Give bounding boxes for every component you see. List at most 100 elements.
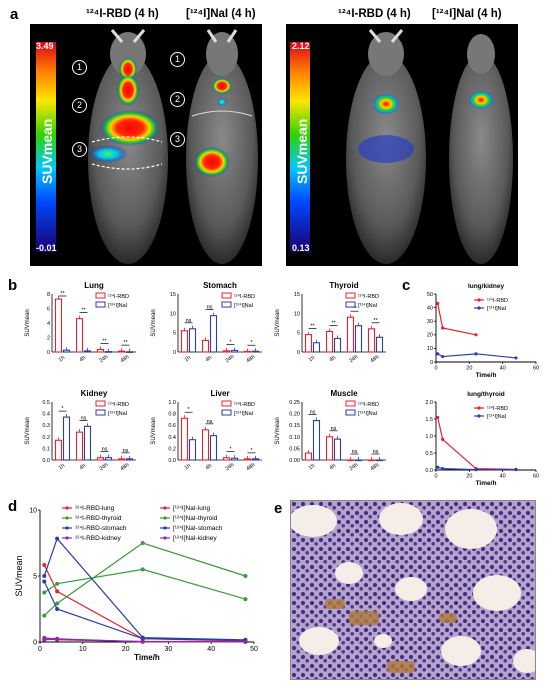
thyroid-bar <box>367 328 376 353</box>
muscle-ytick: 0.05 <box>289 446 300 452</box>
kidney-ytick: 0.1 <box>42 446 50 452</box>
lung-thyroid-point <box>436 415 440 419</box>
stomach-sig-mark: * <box>229 339 232 345</box>
suv-time-xtick: 10 <box>79 646 87 653</box>
suv-time-legend-marker <box>163 536 167 540</box>
lung-thyroid-point <box>436 465 440 469</box>
lung-thyroid-legend-label: [¹²⁴I]NaI <box>487 413 507 420</box>
stomach-xtick: 1h <box>184 355 192 363</box>
lung-kidney-legend-marker <box>477 306 481 310</box>
marker-3-left: 3 <box>72 142 87 157</box>
lung-kidney-point <box>474 333 478 337</box>
kidney-sig-mark: ns <box>102 447 108 453</box>
kidney-xtick: 24h <box>98 462 109 472</box>
suv-time-legend-label: ¹²⁴I-RBD-stomach <box>75 525 127 532</box>
muscle-legend-swatch <box>345 400 356 407</box>
kidney-ytick: 0.2 <box>42 435 50 441</box>
muscle-legend-label: ¹²⁴I-RBD <box>358 401 379 408</box>
lung-sig-mark: ** <box>81 308 86 314</box>
colorbar-right-min: 0.13 <box>292 243 310 253</box>
lung-kidney-ytick: 10 <box>427 346 433 352</box>
liver-bar <box>251 458 260 461</box>
lung-kidney-point <box>436 352 440 356</box>
lung-kidney-xtick: 0 <box>434 366 437 372</box>
suv-time-legend-marker <box>163 516 167 520</box>
lung-kidney-xtick: 40 <box>500 366 506 372</box>
stomach-bar <box>188 328 197 353</box>
muscle-bar <box>304 452 313 461</box>
muscle-bar <box>333 438 342 461</box>
stomach-bar <box>201 339 210 353</box>
liver-legend-label: ¹²⁴I-RBD <box>234 401 255 408</box>
liver-bar <box>230 457 239 461</box>
suv-time-legend-label: [¹²⁴I]NaI-kidney <box>173 535 217 542</box>
lung-kidney-point <box>474 352 478 356</box>
pet-ct-image-right: 2.12 0.13 SUVmean <box>286 24 518 266</box>
lung-kidney-legend-label: [¹²⁴I]NaI <box>487 305 507 312</box>
kidney-ylabel: SUVmean <box>25 417 31 444</box>
panel-a-title-1: ¹²⁴I-RBD (4 h) <box>86 8 159 20</box>
muscle-xtick: 48h <box>369 462 380 472</box>
liver-ytick: 0.8 <box>168 412 176 418</box>
lung-xtick: 1h <box>58 355 66 363</box>
lung-xtick: 4h <box>79 355 87 363</box>
line-chart-lung-kidney: lung/kidney 0 10 20 30 40 50 0 20 40 60 Time/h ¹²⁴I-… <box>427 283 539 379</box>
liver-ytick: 0.2 <box>168 446 176 452</box>
marker-1-left: 1 <box>72 60 87 75</box>
lung-kidney-point <box>441 354 445 359</box>
bar-chart-kidney: Kidney SUVmean 0.0 0.1 0.2 0.3 0.4 0.5 * 1h ns 4h ns… <box>25 389 136 472</box>
kidney-bar <box>96 457 105 461</box>
suv-time-point <box>42 613 47 618</box>
lung-thyroid-xtick: 40 <box>500 474 506 480</box>
thyroid-bar <box>346 316 355 353</box>
bar-chart-stomach: Stomach SUVmean 0 5 10 15 ns 1h ns 4h * 24h * 48h ¹²⁴I… <box>151 281 262 364</box>
stomach-legend-label: ¹²⁴I-RBD <box>234 293 255 300</box>
stomach-bar <box>222 350 231 353</box>
colorbar-left-max: 3.49 <box>36 41 54 51</box>
liver-bar <box>201 429 210 461</box>
suv-time-legend-marker <box>65 506 69 510</box>
suv-time-point <box>55 581 60 586</box>
liver-ytick: 1.0 <box>168 400 176 406</box>
liver-title: Liver <box>210 389 229 398</box>
thyroid-ytick: 15 <box>294 292 300 298</box>
suv-colorbar-left <box>36 42 56 252</box>
lung-thyroid-ytick: 0.5 <box>425 451 433 457</box>
stomach-ytick: 0 <box>173 350 176 356</box>
suv-time-legend-label: ¹²⁴I-RBD-kidney <box>75 535 122 542</box>
bar-chart-lung: Lung SUVmean 0 2 4 6 8 ** 1h ** 4h ** 24h ** 48h ¹²⁴I-R… <box>25 281 136 364</box>
liver-xtick: 48h <box>245 462 256 472</box>
lung-ylabel: SUVmean <box>25 309 31 336</box>
suv-time-series-line <box>43 581 246 641</box>
lung-title: Lung <box>84 281 104 290</box>
kidney-xtick: 4h <box>79 463 87 471</box>
suv-time-point <box>55 636 60 641</box>
lung-kidney-ytick: 0 <box>430 360 433 366</box>
kidney-legend-label: [¹²⁴I]NaI <box>108 410 128 417</box>
suv-time-legend-marker <box>163 526 167 530</box>
thyroid-bar <box>312 342 321 353</box>
lung-legend-swatch <box>95 301 106 308</box>
stomach-bar <box>180 330 189 353</box>
muscle-ytick: 0.00 <box>289 458 300 464</box>
lung-thyroid-legend-marker <box>477 414 481 418</box>
liver-legend-swatch <box>221 409 232 416</box>
suv-time-legend-marker <box>65 536 69 540</box>
muscle-sig-mark: ns <box>373 449 379 455</box>
kidney-legend-swatch <box>95 409 106 416</box>
liver-bar <box>180 417 189 461</box>
thyroid-legend-label: [¹²⁴I]NaI <box>358 302 378 309</box>
marker-3-right: 3 <box>170 132 185 147</box>
suv-time-point <box>42 563 47 567</box>
lung-kidney-legend-marker <box>477 298 481 302</box>
thyroid-ytick: 10 <box>294 311 300 317</box>
pet-ct-image-left: 3.49 -0.01 SUVmean 1 2 3 1 2 3 <box>30 24 262 266</box>
muscle-ytick: 0.15 <box>289 423 300 429</box>
muscle-xtick: 1h <box>308 463 316 471</box>
suv-time-point <box>140 639 145 644</box>
suv-time-point <box>243 639 248 644</box>
stomach-ytick: 15 <box>170 292 176 298</box>
thyroid-xtick: 4h <box>329 355 337 363</box>
lung-thyroid-series-line <box>437 417 517 470</box>
lung-bar <box>125 351 134 353</box>
